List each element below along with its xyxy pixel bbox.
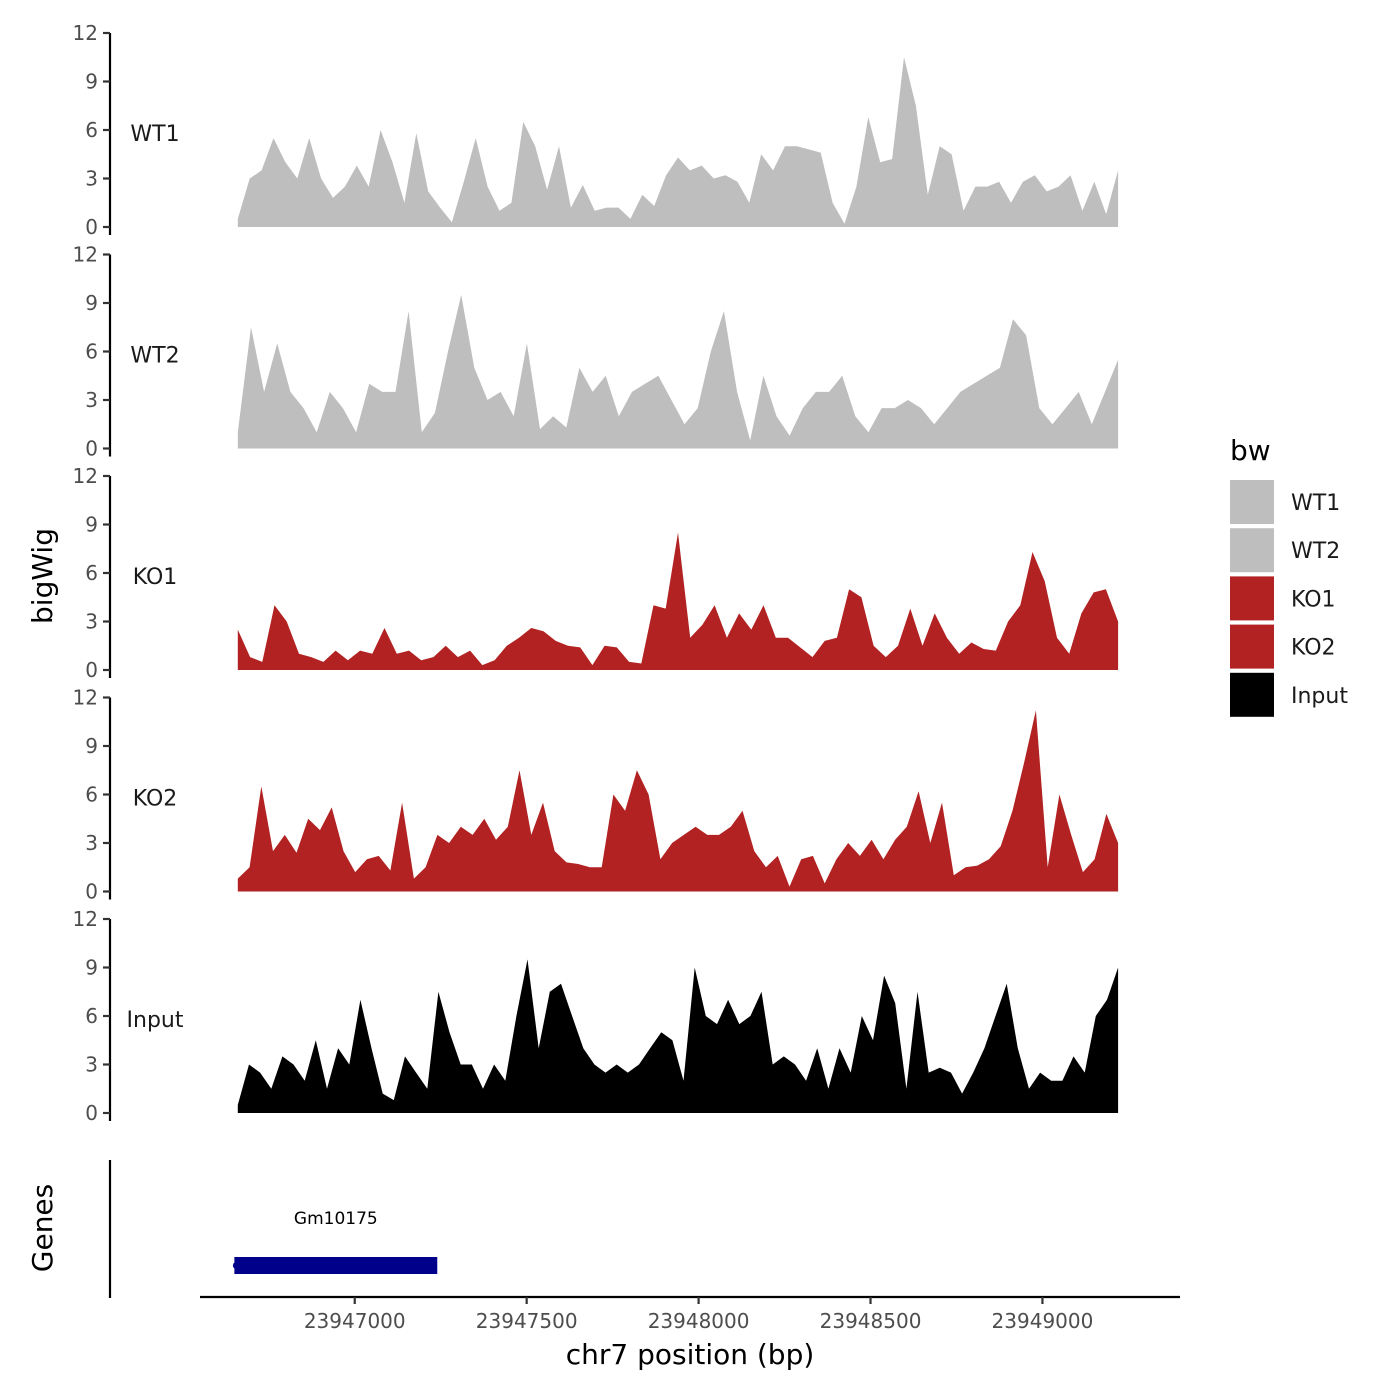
y-tick-label: 6 [85, 118, 98, 142]
gene-start-marker [232, 1262, 240, 1269]
genes-axis-title: Genes [26, 1184, 59, 1272]
y-tick-label: 9 [85, 734, 98, 758]
signal-area-wt1 [237, 57, 1119, 227]
y-tick-label: 0 [85, 215, 98, 239]
track-label: WT1 [130, 122, 179, 147]
x-tick-label: 23948000 [648, 1309, 750, 1333]
legend-label-input: Input [1291, 684, 1348, 709]
y-tick-label: 3 [85, 388, 98, 412]
x-tick-label: 23948500 [820, 1309, 922, 1333]
y-tick-label: 0 [85, 880, 98, 904]
track-label: KO2 [133, 787, 178, 812]
y-tick-label: 12 [73, 464, 98, 488]
y-tick-label: 6 [85, 561, 98, 585]
y-tick-label: 9 [85, 70, 98, 94]
legend-swatch-ko2 [1230, 624, 1274, 669]
track-input: 0 3 6 9 12 Input [73, 907, 1119, 1125]
signal-area-wt2 [237, 294, 1119, 449]
y-tick-label: 3 [85, 1053, 98, 1077]
legend-swatch-ko1 [1230, 576, 1274, 621]
y-tick-label: 0 [85, 437, 98, 461]
legend-label-wt2: WT2 [1291, 539, 1340, 564]
legend-title: bw [1230, 434, 1271, 467]
y-tick-label: 3 [85, 610, 98, 634]
x-tick-label: 23947500 [476, 1309, 578, 1333]
x-tick-label: 23947000 [304, 1309, 406, 1333]
y-tick-label: 6 [85, 1004, 98, 1028]
track-ko1: 0 3 6 9 12 KO1 [73, 464, 1119, 682]
y-tick-label: 9 [85, 956, 98, 980]
track-wt1: 0 3 6 9 12 WT1 [73, 21, 1119, 239]
y-tick-label: 6 [85, 340, 98, 364]
y-tick-label: 3 [85, 167, 98, 191]
legend-label-ko1: KO1 [1291, 587, 1336, 612]
track-ko2: 0 3 6 9 12 KO2 [73, 686, 1119, 904]
y-tick-label: 3 [85, 831, 98, 855]
legend-swatch-wt1 [1230, 480, 1274, 524]
gene-body [234, 1257, 438, 1274]
y-tick-label: 12 [73, 907, 98, 931]
tracks-layer: 0 3 6 9 12 WT1 0 3 6 9 12 WT2 0 3 6 9 12 KO1 0 3 6 9 12 KO2 0 3 6 9… [73, 21, 1119, 1125]
gene-label: Gm10175 [294, 1209, 378, 1229]
legend-label-ko2: KO2 [1291, 636, 1336, 661]
track-label: KO1 [133, 565, 178, 590]
legend: bw WT1 WT2 KO1 KO2 Input [1230, 434, 1348, 717]
legend-swatch-wt2 [1230, 528, 1274, 573]
signal-area-ko1 [237, 532, 1119, 670]
genes-layer: Gm10175 [108, 1160, 438, 1298]
signal-area-input [237, 959, 1119, 1113]
y-tick-label: 0 [85, 658, 98, 682]
y-tick-label: 12 [73, 686, 98, 710]
track-label: WT2 [130, 344, 179, 369]
y-tick-label: 12 [73, 21, 98, 45]
y-tick-label: 6 [85, 783, 98, 807]
y-tick-label: 0 [85, 1101, 98, 1125]
y-tick-label: 9 [85, 513, 98, 537]
y-tick-label: 9 [85, 291, 98, 315]
x-tick-label: 23949000 [992, 1309, 1094, 1333]
track-wt2: 0 3 6 9 12 WT2 [73, 243, 1119, 461]
legend-label-wt1: WT1 [1291, 491, 1340, 516]
y-axis-title: bigWig [26, 528, 59, 624]
legend-swatch-input [1230, 672, 1274, 717]
track-label: Input [127, 1008, 184, 1033]
x-axis: 23947000 23947500 23948000 23948500 23949000 [200, 1295, 1180, 1333]
y-tick-label: 12 [73, 243, 98, 267]
x-axis-title: chr7 position (bp) [566, 1338, 815, 1371]
signal-area-ko2 [237, 710, 1119, 892]
